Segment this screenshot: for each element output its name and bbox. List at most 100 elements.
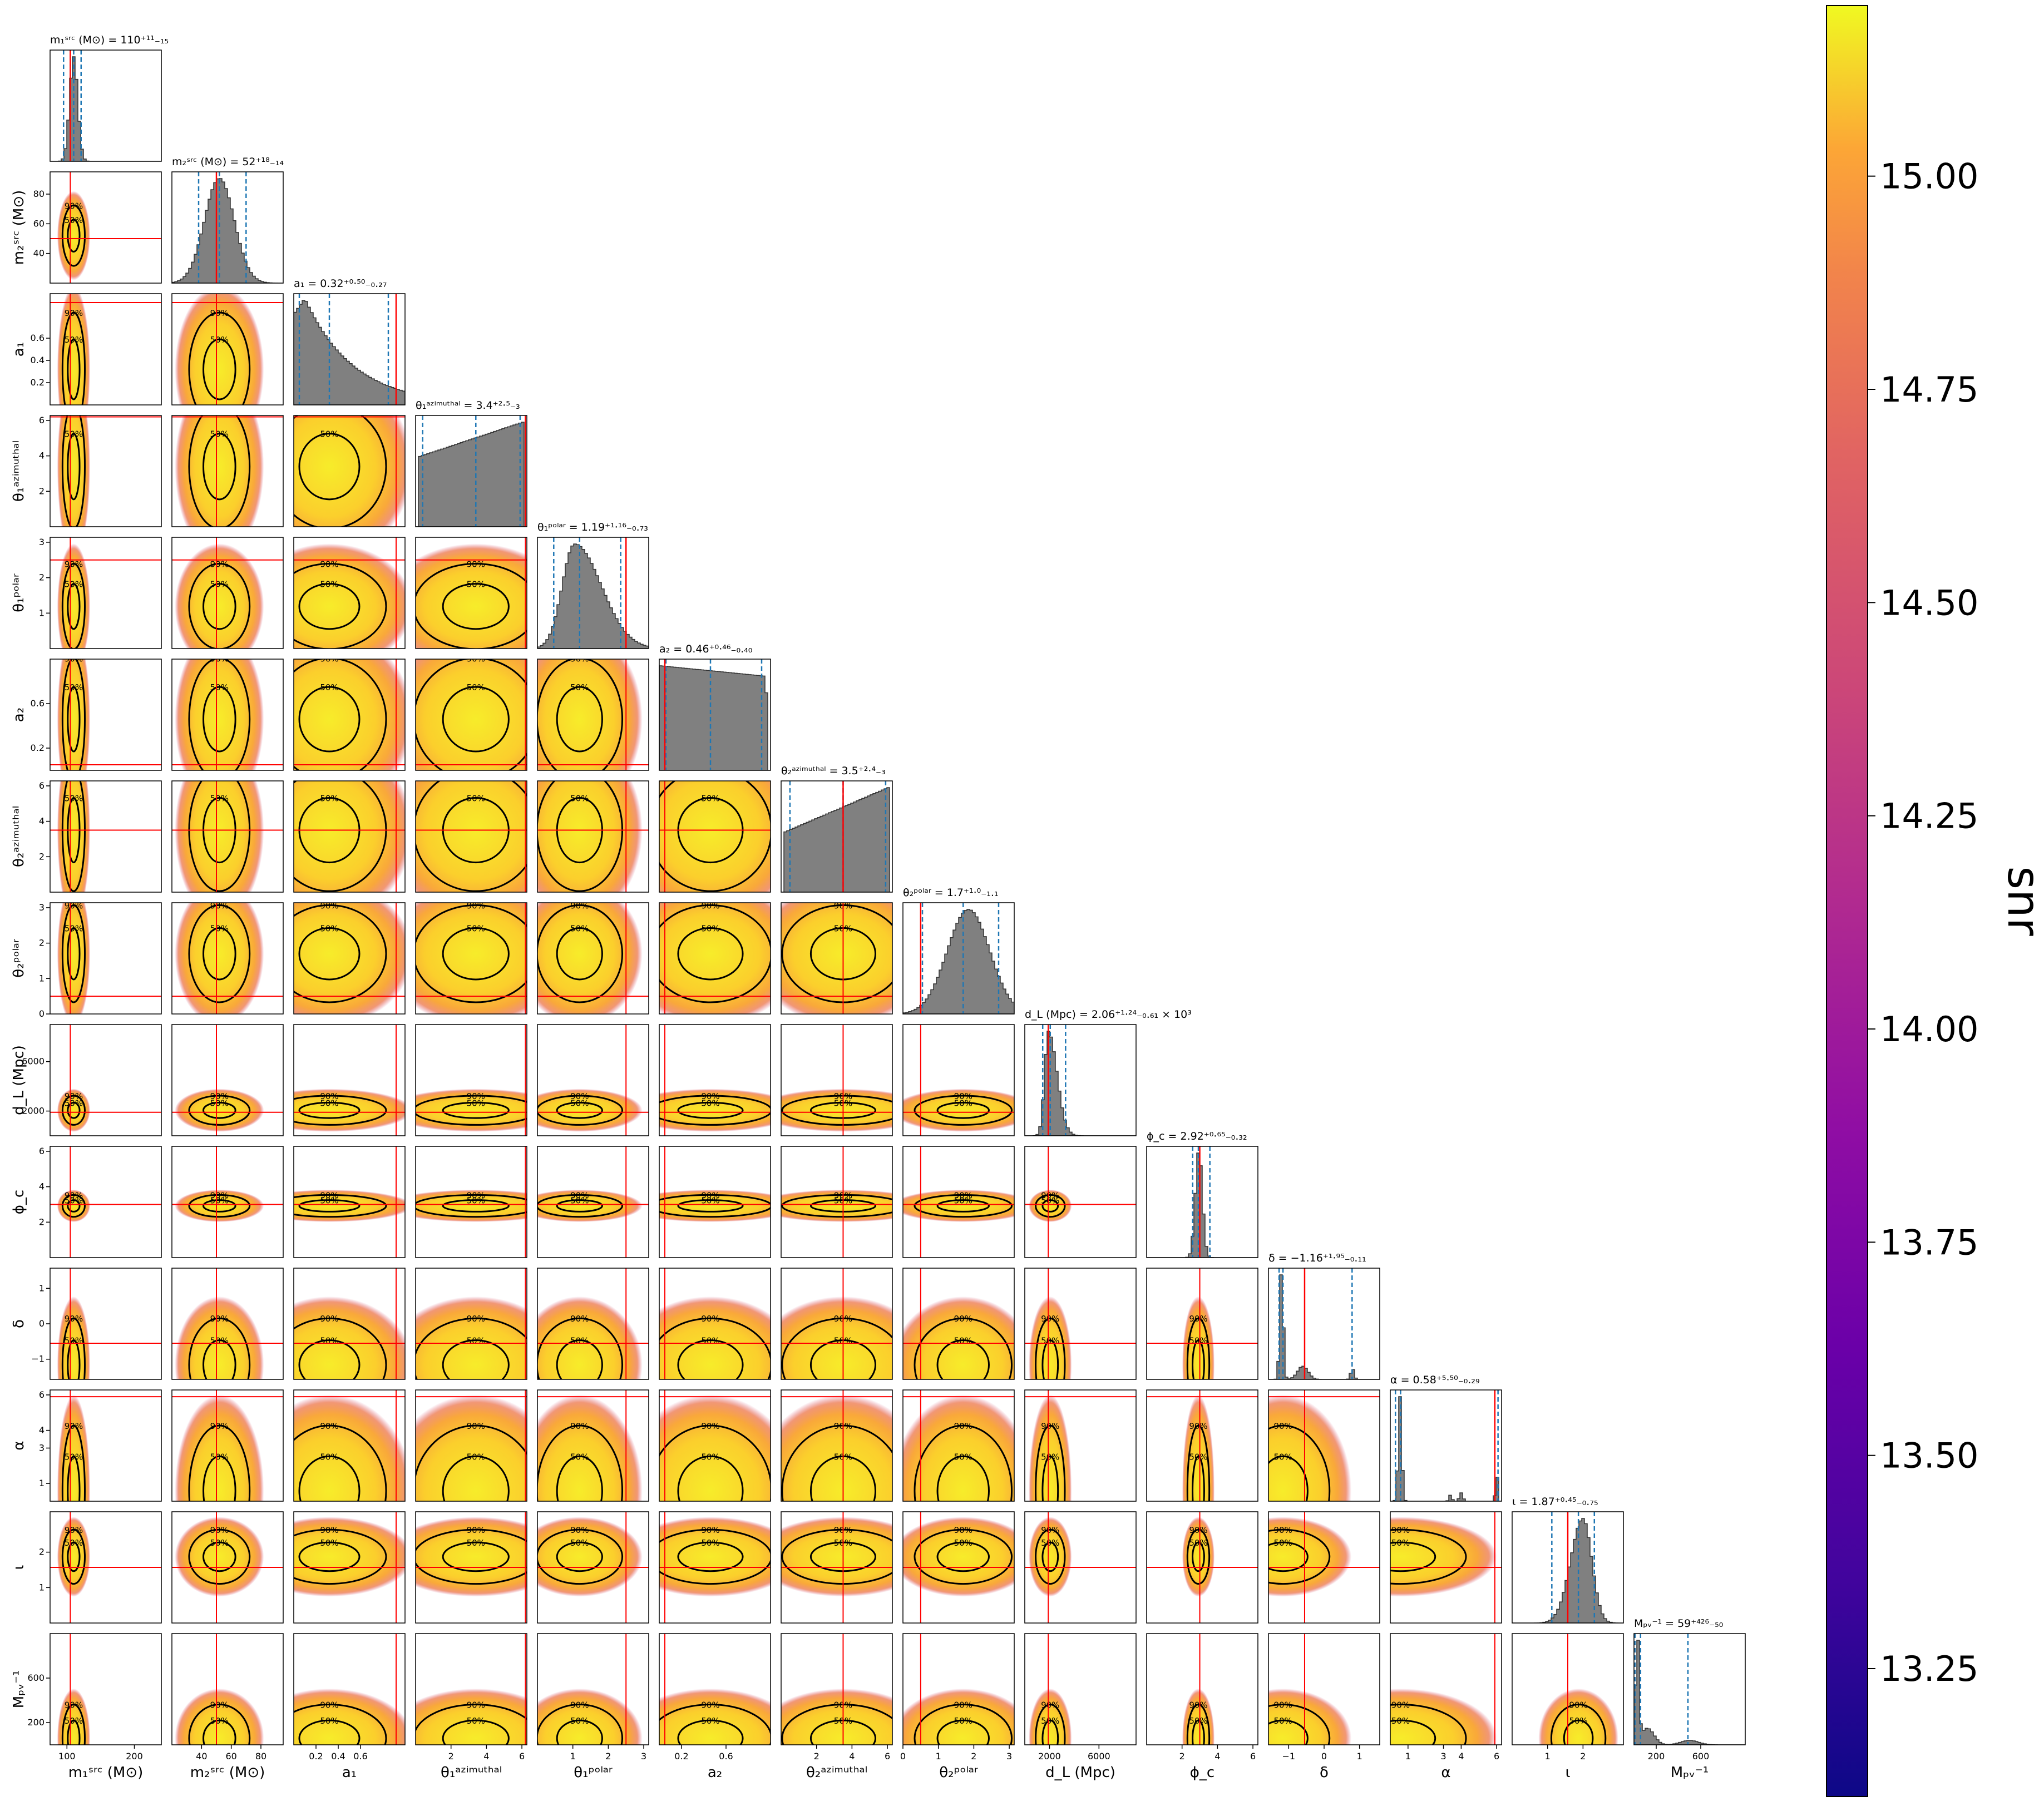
- x-axis-label-delta: δ: [1320, 1764, 1329, 1781]
- contour-50: [203, 1541, 236, 1572]
- y-tick-label-a2: 0.6: [31, 698, 45, 709]
- x-tick-label-th2p: 0: [900, 1751, 906, 1762]
- histogram-panel-iota: ι = 1.87⁺⁰·⁴⁵₋₀.₇₅: [1512, 1496, 1624, 1624]
- contour-90: [914, 1424, 1013, 1501]
- contour-label-90: 90%: [701, 1525, 719, 1535]
- contour-90: [914, 1704, 1013, 1745]
- density-blob: [175, 781, 264, 892]
- x-tick-label-th2az: 4: [849, 1751, 855, 1762]
- y-tick-label-mpv: 600: [27, 1673, 45, 1683]
- panel-frame: [50, 1024, 162, 1136]
- colorbar-tick-label: 14.50: [1880, 582, 1979, 623]
- contour-label-90: 90%: [65, 1314, 83, 1324]
- contour-label-90: 90%: [467, 1314, 485, 1324]
- scatter-panel-alpha-vs-delta: 90% 50%: [1268, 1389, 1380, 1502]
- panel-frame: [293, 415, 406, 527]
- scatter-panel-delta-vs-m1: 90% 50% −1 0 1 δ: [11, 1268, 162, 1380]
- colorbar-tick-label: 14.00: [1880, 1009, 1979, 1050]
- panel-content: 90%50%: [537, 1268, 649, 1379]
- contour-label-90: 90%: [570, 1314, 589, 1324]
- x-tick-label-a1: 0.2: [309, 1751, 323, 1762]
- contour-label-50: 50%: [1391, 1538, 1410, 1548]
- x-tick-label-th1az: 6: [519, 1751, 525, 1762]
- x-tick-label-m2: 40: [196, 1751, 207, 1762]
- density-blob: [1268, 1688, 1352, 1745]
- panel-frame: [293, 659, 406, 771]
- density-blob: [1538, 1688, 1618, 1745]
- contour-label-50: 50%: [1391, 1716, 1410, 1726]
- contour-label-50: 50%: [210, 335, 229, 345]
- contour-label-90: 90%: [210, 1314, 229, 1324]
- contour-50: [1268, 1541, 1309, 1572]
- y-axis-label-a2: a₂: [11, 707, 27, 722]
- panel-content: 90%50%: [903, 1146, 1014, 1258]
- y-tick-label-phic: 6: [39, 1146, 45, 1156]
- contour-50: [1192, 1719, 1205, 1745]
- panel-content: 90%50%: [781, 903, 892, 1014]
- density-blob: [175, 1517, 264, 1597]
- contour-90: [294, 1704, 387, 1745]
- x-tick-label-th1p: 1: [570, 1751, 576, 1762]
- contour-label-90: 90%: [65, 1525, 83, 1535]
- panel-content: 90%50%: [1025, 1390, 1136, 1501]
- panel-content: [294, 294, 405, 405]
- scatter-panel-a1-vs-m2: 90% 50%: [171, 293, 284, 405]
- contour-90: [294, 659, 387, 770]
- scatter-panel-delta-vs-a2: 90% 50%: [659, 1268, 771, 1380]
- contour-label-50: 50%: [467, 580, 485, 590]
- contour-label-90: 90%: [65, 1190, 83, 1200]
- x-axis-label-a2: a₂: [708, 1764, 722, 1781]
- panel-frame: [902, 902, 1015, 1015]
- density-blob: [781, 1296, 892, 1379]
- panel-content: 90%50%: [1390, 1512, 1502, 1623]
- scatter-panel-phic-vs-m2: 90%50%: [171, 1146, 284, 1258]
- panel-content: 90%50%: [294, 1512, 405, 1623]
- contour-50: [936, 1719, 990, 1745]
- panel-content: 90%50%: [1268, 1634, 1352, 1745]
- contour-50: [556, 1199, 603, 1213]
- x-axis-label-th1p: θ₁ᵖᵒˡᵃʳ: [574, 1764, 613, 1781]
- x-axis-label-th2az: θ₂ᵃᶻⁱᵐᵘᵗʰᵃˡ: [806, 1764, 867, 1781]
- x-axis-label-phic: ϕ_c: [1190, 1764, 1214, 1781]
- scatter-panel-mpv-vs-th2az: 90%50% 2 4 6 θ₂ᵃᶻⁱᵐᵘᵗʰᵃˡ: [781, 1633, 893, 1781]
- scatter-panel-th2az-vs-a1: 90%50%: [293, 780, 406, 893]
- panel-frame: [293, 780, 406, 893]
- scatter-panel-dL-vs-th2az: 90%50%: [781, 1024, 893, 1136]
- panel-frame: [1024, 1146, 1137, 1258]
- scatter-panel-th2p-vs-a2: 90% 50%: [659, 902, 771, 1015]
- panel-frame: [50, 537, 162, 649]
- contour-label-90: 90%: [1189, 1421, 1207, 1431]
- x-tick-label-phic: 2: [1179, 1751, 1185, 1762]
- contour-50: [1192, 1541, 1205, 1572]
- x-tick-label-th1p: 3: [641, 1751, 646, 1762]
- density-blob: [416, 1688, 527, 1745]
- contour-label-50: 50%: [320, 1336, 338, 1346]
- density-blob: [1029, 1688, 1072, 1745]
- panel-frame: [1146, 1146, 1258, 1258]
- contour-label-50: 50%: [320, 1098, 338, 1108]
- contour-90: [537, 904, 624, 1003]
- density-blob: [175, 659, 264, 770]
- histogram-bars-delta: [1268, 1274, 1380, 1379]
- panel-frame: [902, 1024, 1015, 1136]
- contour-50: [67, 1541, 81, 1572]
- contour-50: [677, 1719, 744, 1745]
- contour-50: [67, 433, 81, 501]
- contour-90: [914, 1528, 1013, 1585]
- panel-frame: [50, 1511, 162, 1624]
- scatter-panel-alpha-vs-a1: 90% 50%: [293, 1389, 406, 1502]
- panel-frame: [659, 1389, 771, 1502]
- contour-50: [203, 433, 236, 501]
- x-tick-label-alpha: 6: [1494, 1751, 1499, 1762]
- histogram-title-phic: ϕ_c = 2.92⁺⁰·⁶⁵₋₀.₃₂: [1147, 1130, 1247, 1142]
- scatter-panel-alpha-vs-th1p: 90% 50%: [537, 1389, 649, 1502]
- contour-50: [936, 1541, 990, 1572]
- panel-frame: [415, 1024, 527, 1136]
- scatter-panel-iota-vs-m1: 90%50%12ι: [11, 1511, 162, 1624]
- contour-50: [556, 1455, 603, 1501]
- density-blob: [537, 1088, 643, 1132]
- panel-frame: [1024, 1633, 1137, 1745]
- contour-90: [416, 781, 527, 892]
- scatter-panel-dL-vs-m2: 90%50%: [171, 1024, 284, 1136]
- histogram-title-a1: a₁ = 0.32⁺⁰·⁵⁰₋₀.₂₇: [294, 278, 387, 290]
